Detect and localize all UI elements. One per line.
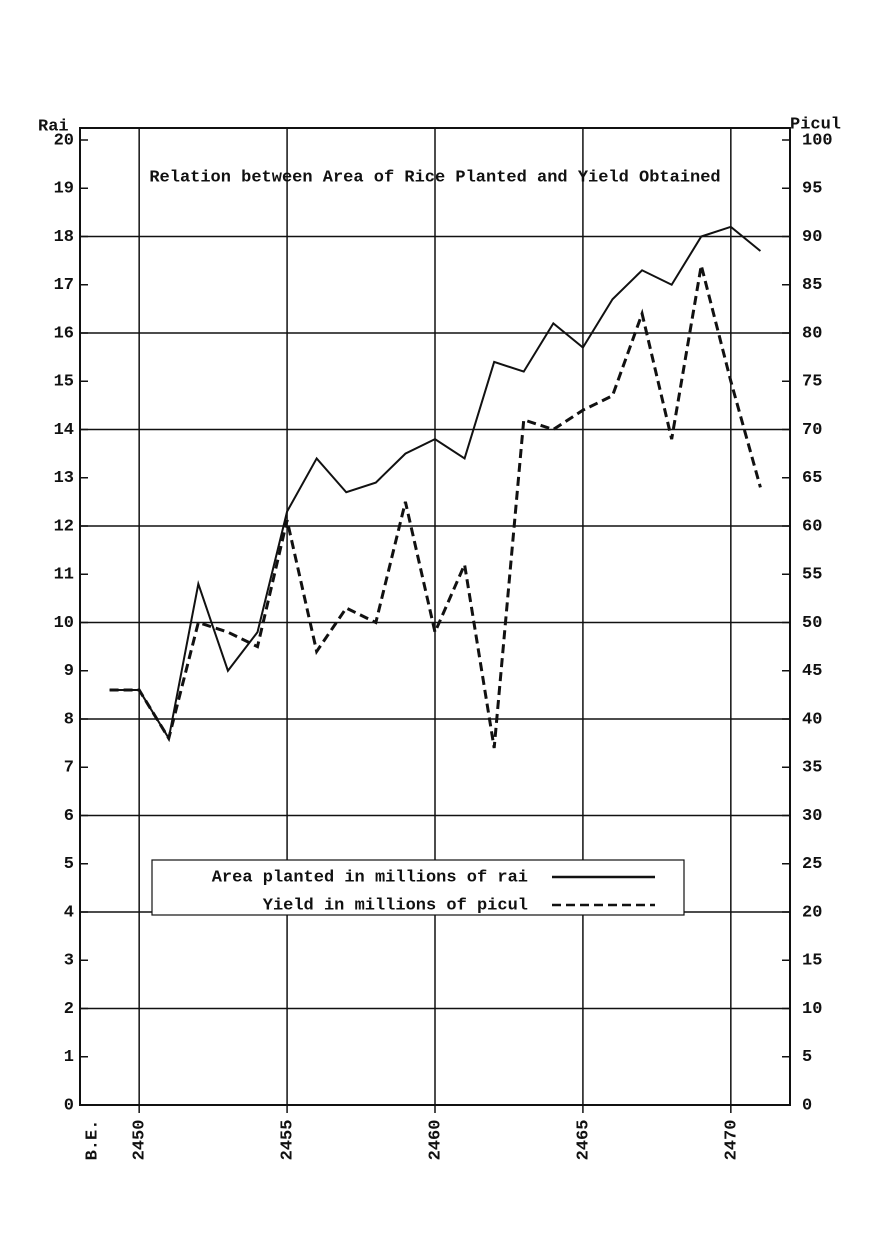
- y-tick-label: 18: [54, 228, 74, 247]
- y2-tick-label: 35: [802, 759, 822, 778]
- y-tick-label: 13: [54, 469, 74, 488]
- x-tick-label: 2460: [426, 1120, 445, 1161]
- legend-label: Area planted in millions of rai: [212, 868, 528, 887]
- y-tick-label: 7: [64, 759, 74, 778]
- x-axis-label: B.E.: [83, 1120, 102, 1161]
- y-tick-label: 0: [64, 1096, 74, 1115]
- y2-tick-label: 95: [802, 180, 822, 199]
- y-tick-label: 10: [54, 614, 74, 633]
- legend-label: Yield in millions of picul: [263, 896, 528, 915]
- y2-tick-label: 85: [802, 276, 822, 295]
- y2-tick-label: 70: [802, 421, 822, 440]
- y-tick-label: 8: [64, 710, 74, 729]
- y-tick-label: 16: [54, 324, 74, 343]
- y-tick-label: 20: [54, 131, 74, 150]
- y-tick-label: 1: [64, 1048, 74, 1067]
- y2-tick-label: 30: [802, 807, 822, 826]
- y-tick-label: 3: [64, 952, 74, 971]
- y2-tick-label: 40: [802, 710, 822, 729]
- y2-tick-label: 100: [802, 131, 833, 150]
- x-tick-label: 2465: [574, 1120, 593, 1161]
- y-tick-label: 5: [64, 855, 74, 874]
- y2-tick-label: 80: [802, 324, 822, 343]
- y2-tick-label: 50: [802, 614, 822, 633]
- y-tick-label: 2: [64, 1000, 74, 1019]
- y2-tick-label: 45: [802, 662, 822, 681]
- y2-tick-label: 0: [802, 1096, 812, 1115]
- data-line: [109, 265, 762, 749]
- y2-tick-label: 65: [802, 469, 822, 488]
- y2-tick-label: 25: [802, 855, 822, 874]
- y2-tick-label: 90: [802, 228, 822, 247]
- y-tick-label: 17: [54, 276, 74, 295]
- y-tick-label: 15: [54, 373, 74, 392]
- y2-tick-label: 75: [802, 373, 822, 392]
- y2-tick-label: 10: [802, 1000, 822, 1019]
- y-tick-label: 14: [54, 421, 74, 440]
- y2-tick-label: 20: [802, 903, 822, 922]
- legend: Area planted in millions of rai Yield in …: [151, 859, 685, 916]
- x-tick-label: 2470: [722, 1120, 741, 1161]
- y-tick-label: 11: [54, 566, 74, 585]
- y2-tick-label: 15: [802, 952, 822, 971]
- y-tick-label: 9: [64, 662, 74, 681]
- y-tick-label: 19: [54, 180, 74, 199]
- x-tick-label: 2455: [279, 1120, 298, 1161]
- y-axis-label: Rai: [38, 117, 69, 136]
- y2-tick-label: 60: [802, 517, 822, 536]
- y2-axis-label: Picul: [790, 115, 841, 134]
- y-tick-label: 6: [64, 807, 74, 826]
- x-tick-label: 2450: [131, 1120, 150, 1161]
- y-tick-label: 12: [54, 517, 74, 536]
- y2-tick-label: 5: [802, 1048, 812, 1067]
- data-line: [109, 225, 762, 742]
- y-tick-label: 4: [64, 903, 74, 922]
- y2-tick-label: 55: [802, 566, 822, 585]
